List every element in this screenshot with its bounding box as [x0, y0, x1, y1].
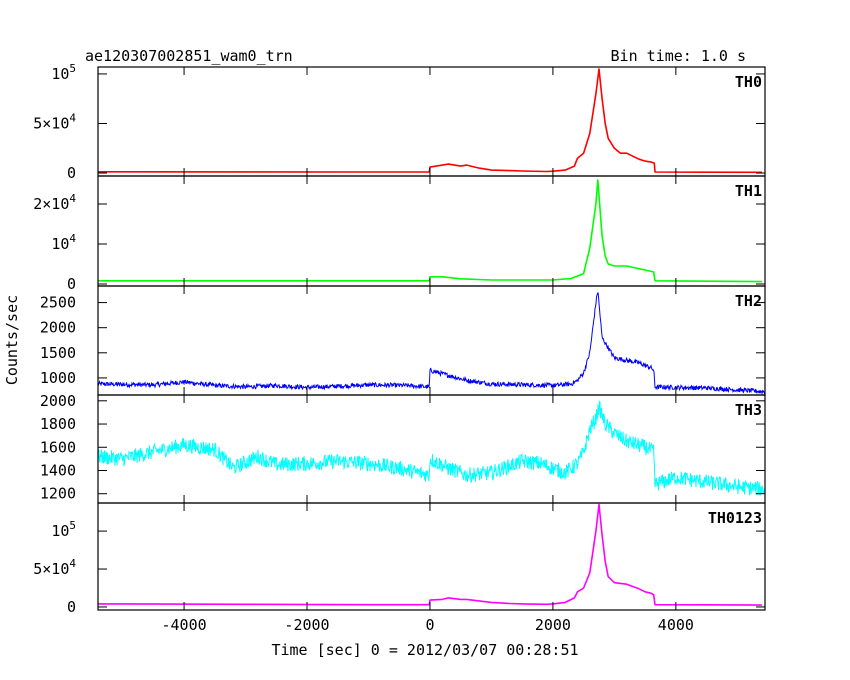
y-tick-label: 0	[67, 275, 76, 293]
panel-label-th1: TH1	[735, 182, 762, 200]
y-tick-label: 5×104	[33, 557, 76, 578]
y-tick-label: 1800	[40, 415, 76, 433]
x-axis-label: Time [sec] 0 = 2012/03/07 00:28:51	[271, 641, 578, 659]
series-line-th3	[98, 400, 765, 496]
panel-frame	[97, 502, 766, 611]
y-tick-label: 104	[51, 232, 76, 253]
panel-frame	[97, 285, 766, 396]
x-tick-label: -2000	[284, 616, 329, 634]
panel-th0123: 0 5×104 105 TH0123	[33, 502, 766, 616]
x-tick-label: -4000	[161, 616, 206, 634]
y-tick-label-mantissa: 10	[51, 522, 69, 540]
y-tick-label: 0	[67, 598, 76, 616]
y-tick-label: 105	[51, 519, 76, 540]
panel-label-th3: TH3	[735, 401, 762, 419]
y-tick-label: 1200	[40, 485, 76, 503]
panel-th0: 0 5×104 105 TH0	[33, 62, 766, 182]
panel-label-th0: TH0	[735, 73, 762, 91]
y-tick-label-exponent: 4	[69, 557, 76, 570]
y-tick-label-exponent: 5	[69, 519, 76, 532]
series-line-th0123	[98, 503, 762, 606]
chart-title: ae120307002851_wam0_trn	[85, 47, 293, 65]
panel-label-th0123: TH0123	[708, 509, 762, 527]
y-tick-label: 2000	[40, 392, 76, 410]
y-tick-label-exponent: 5	[69, 62, 76, 75]
y-tick-label-mantissa: 5×10	[33, 114, 69, 132]
y-tick-label-exponent: 4	[69, 192, 76, 205]
y-tick-label: 0	[67, 164, 76, 182]
panel-th3: 1200 1400 1600 1800 2000 TH3	[40, 392, 766, 504]
y-tick-label: 2500	[40, 294, 76, 312]
y-tick-label: 105	[51, 62, 76, 83]
y-tick-label: 5×104	[33, 111, 76, 132]
series-line-th2	[98, 291, 765, 395]
y-axis-label: Counts/sec	[3, 295, 21, 385]
y-tick-label-mantissa: 10	[51, 235, 69, 253]
y-tick-label: 2×104	[33, 192, 76, 213]
x-tick-label: 0	[425, 616, 434, 634]
y-tick-label: 2000	[40, 319, 76, 337]
x-tick-label: 2000	[535, 616, 571, 634]
y-tick-label-mantissa: 10	[51, 65, 69, 83]
series-line-th1	[98, 179, 762, 283]
x-tick-label: 4000	[658, 616, 694, 634]
y-tick-label-exponent: 4	[69, 111, 76, 124]
panel-frame	[97, 66, 766, 177]
y-tick-label: 1500	[40, 344, 76, 362]
y-tick-label-mantissa: 5×10	[33, 560, 69, 578]
y-tick-label: 1600	[40, 438, 76, 456]
y-tick-label-exponent: 4	[69, 232, 76, 245]
panel-th2: 1000 1500 2000 2500 TH2	[40, 285, 766, 396]
chart-subtitle: Bin time: 1.0 s	[611, 47, 746, 65]
series-line-th0	[98, 68, 762, 174]
panel-frame	[97, 175, 766, 287]
y-tick-label: 1400	[40, 461, 76, 479]
y-tick-label: 1000	[40, 369, 76, 387]
panel-label-th2: TH2	[735, 292, 762, 310]
y-tick-label-mantissa: 2×10	[33, 195, 69, 213]
